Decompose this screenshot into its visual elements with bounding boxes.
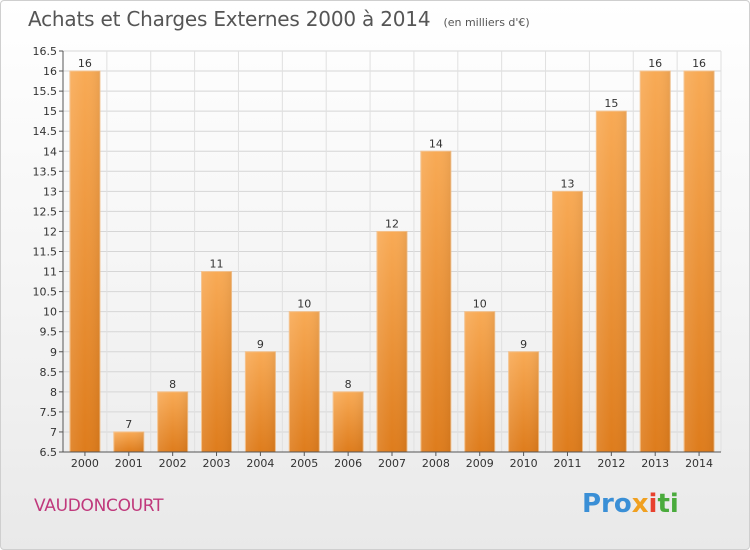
x-tick-label: 2001 bbox=[115, 457, 143, 470]
y-tick-label: 9.5 bbox=[40, 326, 58, 339]
bar-shine bbox=[552, 191, 583, 452]
data-label: 16 bbox=[648, 57, 662, 70]
chart-title-block: Achats et Charges Externes 2000 à 2014 (… bbox=[28, 7, 530, 31]
y-tick-label: 8.5 bbox=[40, 366, 58, 379]
y-tick-label: 14 bbox=[43, 145, 57, 158]
y-tick-label: 16.5 bbox=[33, 45, 58, 58]
y-tick-label: 7.5 bbox=[40, 406, 58, 419]
y-tick-label: 11 bbox=[43, 266, 57, 279]
bar-shine bbox=[420, 151, 451, 452]
bar-shine bbox=[245, 351, 276, 452]
bars: 16 7 8 11 9 10 8 12 14 10 9 13 15 16 16 bbox=[69, 57, 715, 453]
y-tick-label: 15.5 bbox=[33, 85, 58, 98]
x-tick-label: 2011 bbox=[553, 457, 581, 470]
x-tick-label: 2012 bbox=[597, 457, 625, 470]
y-tick-label: 8 bbox=[50, 386, 57, 399]
bar-shine bbox=[508, 351, 539, 452]
chart-subtitle: (en milliers d'€) bbox=[443, 16, 530, 29]
data-label: 13 bbox=[560, 177, 574, 190]
data-label: 16 bbox=[692, 57, 706, 70]
x-tick-label: 2005 bbox=[290, 457, 318, 470]
data-label: 9 bbox=[520, 338, 527, 351]
bar-shine bbox=[113, 431, 144, 452]
data-label: 8 bbox=[345, 378, 352, 391]
y-tick-label: 16 bbox=[43, 65, 57, 78]
y-tick-label: 6.5 bbox=[40, 446, 58, 459]
y-tick-label: 7 bbox=[50, 426, 57, 439]
y-tick-label: 12.5 bbox=[33, 205, 58, 218]
axes: 6.5 7 7.5 8 8.5 9 9.5 10 10.5 11 11.5 12 12.5 13 13.5 1… bbox=[33, 45, 721, 470]
bar-shine bbox=[157, 391, 188, 452]
y-tick-label: 10 bbox=[43, 306, 57, 319]
logo-part-1: Pro bbox=[582, 489, 632, 519]
y-tick-label: 11.5 bbox=[33, 246, 58, 259]
x-tick-label: 2003 bbox=[203, 457, 231, 470]
x-tick-label: 2010 bbox=[510, 457, 538, 470]
bar-shine bbox=[289, 311, 320, 452]
y-tick-label: 13 bbox=[43, 185, 57, 198]
x-tick-label: 2014 bbox=[685, 457, 713, 470]
y-tick-label: 14.5 bbox=[33, 125, 58, 138]
data-label: 10 bbox=[297, 298, 311, 311]
data-label: 15 bbox=[604, 97, 618, 110]
data-label: 12 bbox=[385, 217, 399, 230]
bar-shine bbox=[69, 71, 100, 453]
x-tick-label: 2006 bbox=[334, 457, 362, 470]
proxiti-logo: Proxiti bbox=[582, 489, 679, 519]
x-tick-label: 2002 bbox=[159, 457, 187, 470]
x-tick-label: 2000 bbox=[71, 457, 99, 470]
data-label: 14 bbox=[429, 137, 443, 150]
logo-part-4: ti bbox=[657, 489, 679, 519]
bar-shine bbox=[377, 231, 407, 452]
bar-shine bbox=[333, 391, 364, 452]
y-tick-label: 13.5 bbox=[33, 165, 58, 178]
chart-title: Achats et Charges Externes 2000 à 2014 bbox=[28, 7, 431, 31]
data-label: 10 bbox=[473, 298, 487, 311]
x-tick-label: 2007 bbox=[378, 457, 406, 470]
data-label: 8 bbox=[169, 378, 176, 391]
x-tick-label: 2009 bbox=[466, 457, 494, 470]
commune-name: VAUDONCOURT bbox=[34, 496, 164, 516]
y-tick-label: 9 bbox=[50, 346, 57, 359]
x-tick-label: 2004 bbox=[246, 457, 274, 470]
y-tick-label: 12 bbox=[43, 225, 57, 238]
bar-shine bbox=[596, 111, 627, 453]
data-label: 9 bbox=[257, 338, 264, 351]
x-tick-label: 2013 bbox=[641, 457, 669, 470]
x-tick-label: 2008 bbox=[422, 457, 450, 470]
data-label: 11 bbox=[210, 258, 224, 271]
y-tick-label: 10.5 bbox=[33, 286, 58, 299]
bar-shine bbox=[464, 311, 495, 452]
logo-part-2: x bbox=[631, 489, 649, 519]
data-label: 16 bbox=[78, 57, 92, 70]
bar-shine bbox=[640, 71, 671, 453]
bar-shine bbox=[684, 71, 715, 453]
bar-shine bbox=[201, 271, 232, 452]
y-tick-label: 15 bbox=[43, 105, 57, 118]
logo-part-3: i bbox=[648, 489, 658, 519]
data-label: 7 bbox=[125, 418, 132, 431]
